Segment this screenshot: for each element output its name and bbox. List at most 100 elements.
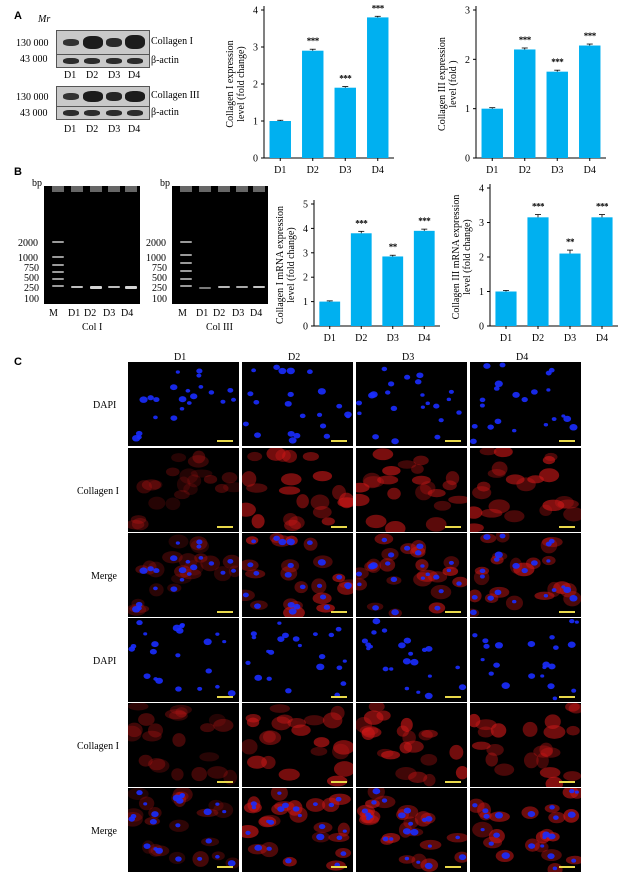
gel1-lane-d1: D1 <box>68 308 81 319</box>
y-tick-label: 1 <box>303 297 308 308</box>
scale-bar <box>331 866 347 868</box>
y-tick-label: 0 <box>465 154 470 165</box>
micrograph-merge-2 <box>242 533 353 617</box>
significance-marker: *** <box>532 202 545 212</box>
y-tick-label: 3 <box>253 43 258 54</box>
y-tick-label: 2 <box>303 273 308 284</box>
y-axis-label: Collagen III mRNA expressionlevel (fold … <box>451 195 473 320</box>
gel1-image <box>44 186 140 304</box>
gel2-ladder-1000: 1000 <box>146 253 166 264</box>
panel-b-letter: B <box>14 166 22 178</box>
micrograph-merge-3 <box>356 533 467 617</box>
significance-marker: *** <box>339 74 352 84</box>
y-tick-label: 1 <box>465 104 470 115</box>
x-tick-label: D3 <box>564 333 576 344</box>
blot2-actin-band-image <box>56 106 150 120</box>
micrograph-merge-1 <box>128 533 239 617</box>
scale-bar <box>445 781 461 783</box>
bar-d1 <box>481 108 503 158</box>
collagen3-protein-chart: 0 1 2 3 Collagen III expressionlevel (fold )… <box>437 6 606 176</box>
significance-marker: *** <box>372 3 385 13</box>
y-axis-label: Collagen III expressionlevel (fold ) <box>437 37 459 131</box>
micrograph-merge-3 <box>356 788 467 872</box>
gel1-lane-d4: D4 <box>121 308 134 319</box>
micrograph-dapi-2 <box>242 362 353 446</box>
bar-d4 <box>579 45 601 158</box>
x-tick-label: D3 <box>339 165 351 176</box>
blot1-marker-bottom: 43 000 <box>20 54 48 65</box>
significance-marker: *** <box>519 35 532 45</box>
scale-bar <box>559 526 575 528</box>
micrograph-col-1 <box>128 448 239 532</box>
gel1-ladder-2000: 2000 <box>18 238 38 249</box>
collagen1-protein-chart: 0 1 2 3 4 Collagen I expressionlevel (fold ch… <box>225 3 394 176</box>
scale-bar <box>445 440 461 442</box>
bar-d4 <box>413 230 435 326</box>
y-tick-label: 2 <box>253 80 258 91</box>
x-tick-label: D2 <box>532 333 544 344</box>
significance-marker: *** <box>355 218 368 228</box>
y-tick-label: 1 <box>479 287 484 298</box>
micrograph-merge-4 <box>470 788 581 872</box>
y-tick-label: 3 <box>465 6 470 17</box>
blot2-marker-bottom: 43 000 <box>20 108 48 119</box>
micrograph-col-1 <box>128 703 239 787</box>
row-label-collagen-2: Collagen I <box>77 741 119 752</box>
scale-bar <box>217 611 233 613</box>
y-tick-label: 4 <box>303 224 308 235</box>
collagen1-mrna-chart: 0 1 2 3 4 5 Collagen I mRNA expressionlevel (f… <box>275 200 440 344</box>
blot2-protein-band-image <box>56 86 150 107</box>
y-tick-label: 5 <box>303 200 308 211</box>
gel1-unit: bp <box>32 178 42 189</box>
column-label-d3: D3 <box>402 352 415 363</box>
panel-a-letter: A <box>14 10 22 22</box>
gel1-ladder-750: 750 <box>24 263 39 274</box>
y-tick-label: 2 <box>465 55 470 66</box>
scale-bar <box>217 526 233 528</box>
gel2-image <box>172 186 268 304</box>
gel1-ladder-1000: 1000 <box>18 253 38 264</box>
x-tick-label: D3 <box>387 333 399 344</box>
blot1-protein-label: Collagen I <box>151 36 193 47</box>
micrograph-col-4 <box>470 448 581 532</box>
blot2-lane-d1: D1 <box>64 124 77 135</box>
scale-bar <box>217 781 233 783</box>
significance-marker: *** <box>551 57 564 67</box>
blot1-actin-label: β-actin <box>151 55 179 66</box>
y-axis-label: Collagen I mRNA expressionlevel (fold ch… <box>275 206 297 324</box>
row-label-dapi-1: DAPI <box>93 400 117 411</box>
x-tick-label: D2 <box>519 165 531 176</box>
micrograph-merge-4 <box>470 533 581 617</box>
y-tick-label: 4 <box>253 6 258 17</box>
gel1-ladder-100: 100 <box>24 294 39 305</box>
bar-d3 <box>559 253 581 326</box>
scale-bar <box>445 696 461 698</box>
micrograph-dapi-1 <box>128 618 239 702</box>
gel2-caption: Col III <box>206 322 233 333</box>
gel2-ladder-750: 750 <box>152 263 167 274</box>
gel2-lane-d3: D3 <box>232 308 245 319</box>
micrograph-dapi-2 <box>242 618 353 702</box>
scale-bar <box>331 440 347 442</box>
y-tick-label: 2 <box>479 253 484 264</box>
micrograph-merge-1 <box>128 788 239 872</box>
gel2-ladder-500: 500 <box>152 273 167 284</box>
bar-d2 <box>350 233 372 326</box>
x-tick-label: D1 <box>486 165 498 176</box>
blot1-protein-band-image <box>56 30 150 55</box>
blot2-lane-d3: D3 <box>108 124 121 135</box>
scale-bar <box>217 696 233 698</box>
gel2-lane-d2: D2 <box>213 308 226 319</box>
gel2-ladder-100: 100 <box>152 294 167 305</box>
gel2-lane-d4: D4 <box>250 308 263 319</box>
scale-bar <box>559 611 575 613</box>
scale-bar <box>559 696 575 698</box>
significance-marker: *** <box>584 31 597 41</box>
mr-label: Mr <box>38 14 51 25</box>
y-tick-label: 1 <box>253 117 258 128</box>
gel2-lane-d1: D1 <box>196 308 209 319</box>
blot1-lane-d1: D1 <box>64 70 77 81</box>
row-label-dapi-2: DAPI <box>93 656 117 667</box>
blot2-protein-label: Collagen III <box>151 90 200 101</box>
scale-bar <box>559 866 575 868</box>
